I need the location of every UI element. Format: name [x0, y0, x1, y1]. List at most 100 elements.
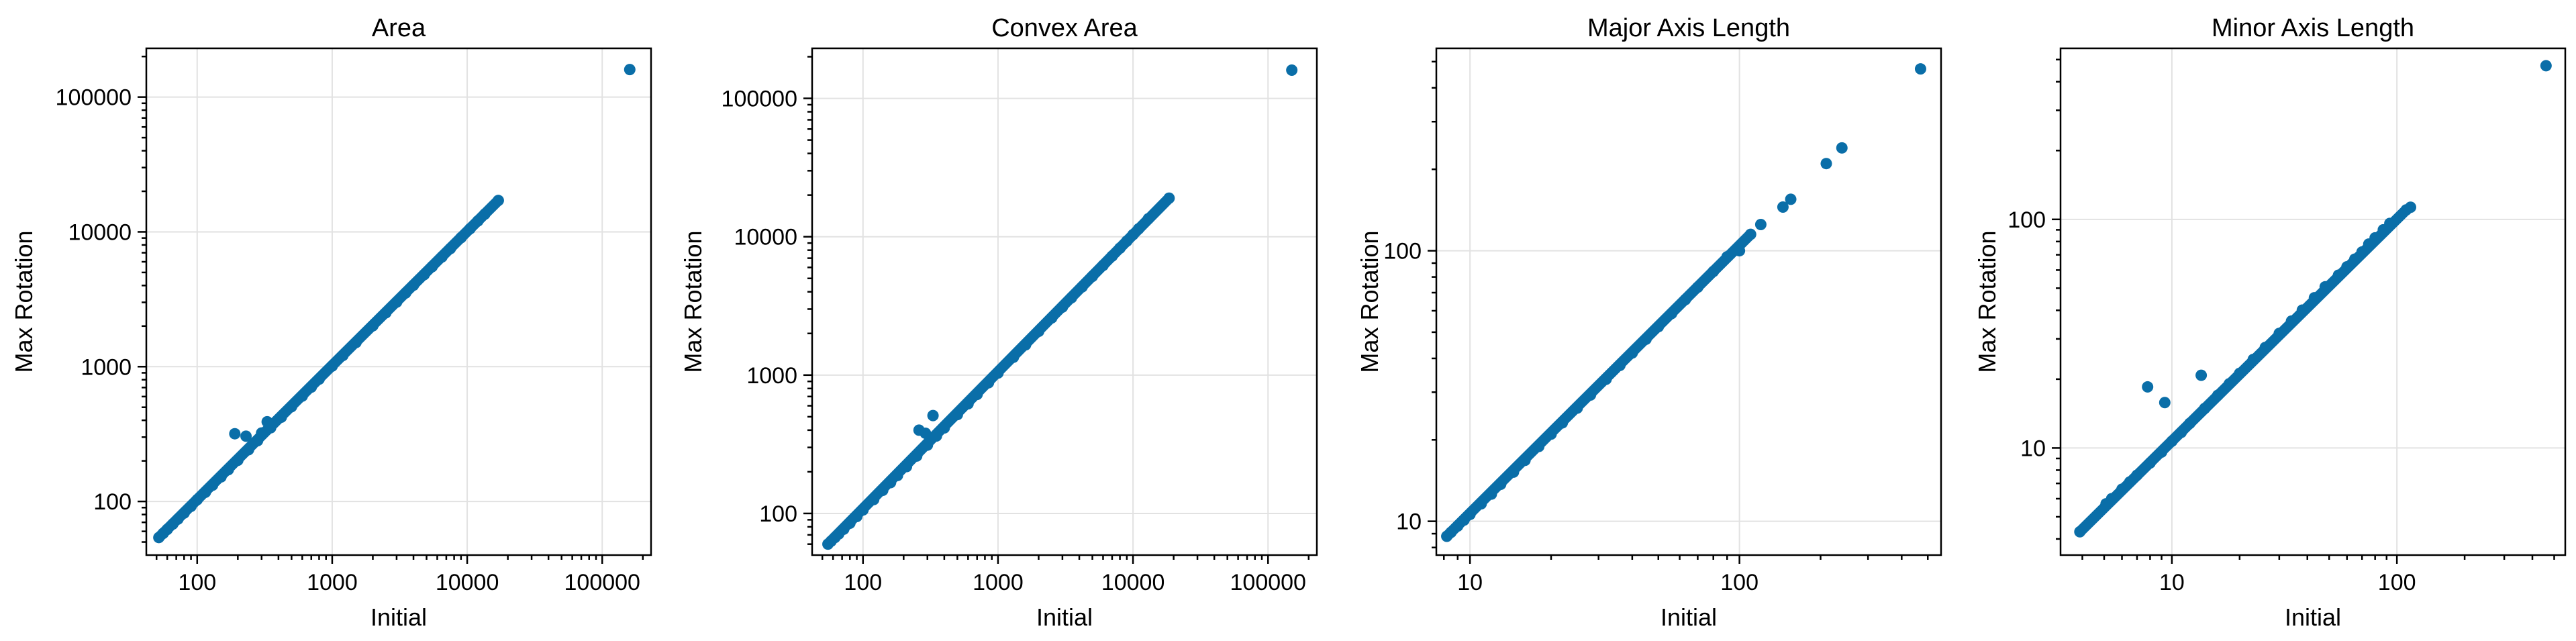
data-point — [2223, 378, 2235, 390]
data-point — [885, 477, 897, 489]
y-tick-label: 100 — [1383, 239, 1422, 264]
data-point — [1076, 281, 1088, 293]
data-point — [2156, 446, 2168, 458]
data-point — [1065, 292, 1077, 304]
y-tick-label: 1000 — [81, 354, 132, 380]
data-point — [1785, 193, 1797, 205]
major-axis-length-scatter-panel: 10 100 10 100 Major Axis Length Initial Max… — [1356, 14, 1942, 631]
data-point — [1600, 373, 1612, 385]
x-tick-label: 10 — [1457, 570, 1483, 595]
data-point — [479, 208, 491, 220]
data-point — [296, 390, 308, 402]
y-tick-label: 10000 — [734, 225, 797, 250]
data-point — [285, 401, 297, 413]
data-point — [1721, 251, 1733, 263]
data-point — [1519, 454, 1531, 466]
x-tick-label: 100000 — [1230, 570, 1306, 595]
data-point — [391, 296, 403, 308]
y-tick-label: 100 — [93, 489, 132, 515]
data-point — [1614, 359, 1626, 371]
x-tick-label: 100 — [1720, 570, 1758, 595]
y-axis-label: Max Rotation — [10, 230, 38, 373]
x-tick-label: 100 — [2378, 570, 2416, 595]
y-axis-label: Max Rotation — [1356, 230, 1383, 373]
data-point — [2131, 469, 2143, 481]
x-tick-label: 100 — [844, 570, 882, 595]
data-point — [930, 430, 942, 442]
data-point — [1679, 293, 1691, 305]
plot-frame — [2059, 47, 2567, 556]
data-point — [920, 427, 932, 439]
data-point — [2384, 217, 2396, 230]
data-point — [971, 389, 983, 401]
y-tick-label: 100000 — [56, 85, 132, 111]
data-point — [2142, 381, 2154, 393]
data-point — [2405, 201, 2417, 213]
y-tick-label: 100 — [2008, 207, 2046, 233]
data-point — [1507, 466, 1520, 478]
data-point — [492, 195, 504, 207]
data-point — [927, 409, 939, 422]
data-point — [922, 439, 934, 451]
data-point — [275, 411, 287, 424]
data-point — [1533, 440, 1545, 452]
data-point — [938, 422, 950, 434]
data-point — [2159, 397, 2171, 409]
data-point — [1032, 326, 1044, 338]
data-point — [1556, 417, 1569, 429]
data-point — [2296, 304, 2308, 316]
data-point — [1571, 402, 1583, 414]
data-point — [1097, 259, 1109, 271]
data-point — [2356, 246, 2368, 258]
data-point — [264, 422, 277, 434]
data-point — [2175, 426, 2187, 438]
data-point — [1777, 201, 1789, 213]
data-point — [1163, 192, 1175, 204]
data-point — [2195, 369, 2208, 381]
data-point — [2166, 435, 2178, 447]
y-axis-label: Max Rotation — [679, 230, 707, 373]
x-axis-label: Initial — [2285, 603, 2341, 631]
data-point — [1836, 142, 1848, 154]
data-point — [1666, 307, 1678, 319]
data-point — [232, 454, 244, 466]
data-point — [1914, 63, 1926, 75]
data-point — [215, 471, 227, 483]
data-point — [1132, 223, 1144, 235]
data-point — [2273, 328, 2285, 340]
data-point — [1485, 488, 1497, 500]
x-tick-label: 100 — [178, 570, 216, 595]
data-point — [2348, 253, 2361, 265]
data-point — [305, 381, 317, 393]
data-point — [1734, 245, 1746, 257]
data-point — [624, 64, 636, 76]
data-point — [472, 215, 484, 227]
y-tick-label: 1000 — [746, 363, 797, 389]
y-tick-label: 10 — [2020, 436, 2046, 461]
data-point — [1007, 351, 1020, 363]
data-point — [256, 427, 268, 439]
plot-frame — [1435, 47, 1942, 556]
y-axis-label: Max Rotation — [1973, 230, 2001, 373]
chart-title: Convex Area — [991, 14, 1138, 42]
data-point — [911, 450, 923, 462]
x-tick-label: 100000 — [564, 570, 640, 595]
data-point — [2124, 476, 2136, 488]
data-point — [2074, 526, 2086, 538]
data-point — [983, 377, 995, 389]
data-point — [1020, 339, 1032, 351]
data-point — [857, 504, 869, 516]
chart-title: Minor Axis Length — [2212, 14, 2414, 42]
data-point — [901, 460, 913, 473]
data-point — [2116, 483, 2128, 495]
data-point — [1106, 250, 1118, 262]
data-point — [207, 479, 219, 491]
data-point — [1545, 428, 1557, 440]
data-point — [337, 350, 349, 362]
data-point — [222, 464, 234, 476]
data-point — [2540, 60, 2552, 72]
data-point — [1585, 389, 1597, 401]
data-point — [1046, 312, 1058, 324]
data-point — [1707, 266, 1720, 278]
